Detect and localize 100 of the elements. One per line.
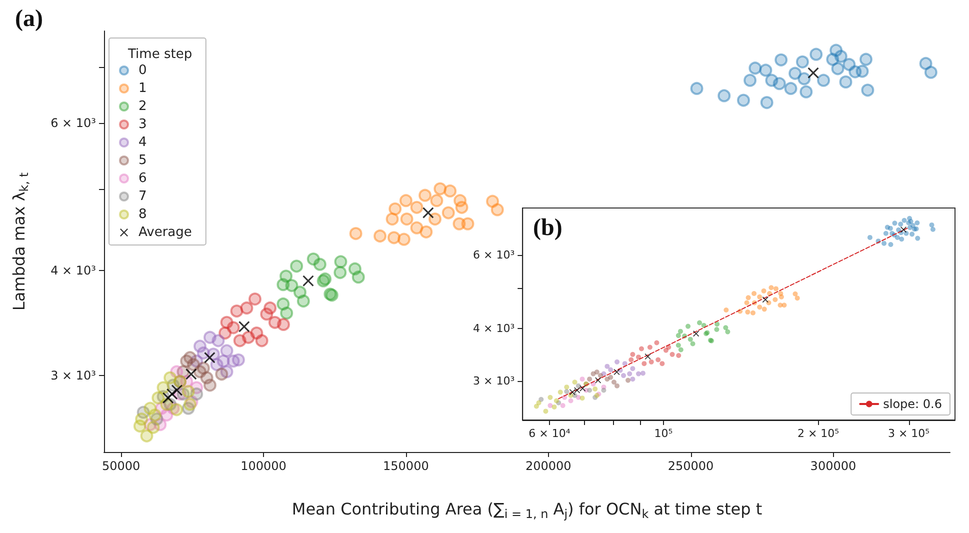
legend-label: slope: 0.6 — [883, 397, 942, 411]
point — [285, 279, 298, 292]
x-tick-label: 6 × 10⁴ — [528, 427, 571, 440]
point — [156, 381, 170, 394]
point — [386, 212, 399, 226]
point — [162, 392, 174, 404]
point — [856, 64, 869, 78]
point — [442, 206, 455, 220]
x-tick-label: 10⁵ — [654, 427, 673, 440]
y-tick-label: 3 × 10³ — [472, 374, 515, 388]
x-tick-label: 150000 — [383, 459, 429, 473]
point — [808, 67, 819, 78]
point — [788, 66, 802, 80]
point — [348, 262, 362, 276]
point — [410, 221, 424, 234]
point — [238, 321, 250, 332]
legend-label: Average — [138, 225, 192, 240]
legend-label: 1 — [138, 81, 147, 96]
point — [817, 74, 830, 87]
x-tick-label: 100000 — [240, 459, 286, 473]
y-tick-label: 3 × 10³ — [50, 368, 96, 382]
point — [220, 344, 234, 358]
point — [397, 232, 410, 246]
point — [410, 200, 424, 214]
point — [212, 334, 225, 348]
point — [690, 82, 704, 95]
chart-title: (a) — [15, 6, 43, 32]
point — [240, 302, 254, 314]
point — [203, 378, 216, 392]
point — [170, 403, 184, 416]
point — [232, 353, 245, 366]
point — [399, 194, 412, 208]
point — [302, 275, 314, 286]
point — [164, 371, 177, 384]
x-tick-label: 2 × 10⁵ — [797, 427, 840, 440]
chart-title: (b) — [533, 215, 562, 241]
point — [422, 207, 434, 218]
point — [418, 188, 432, 202]
point — [430, 194, 444, 208]
y-tick-label: 6 × 10³ — [472, 248, 515, 262]
point — [859, 52, 872, 66]
point — [182, 384, 195, 398]
legend-label: 0 — [138, 63, 147, 78]
point — [455, 200, 468, 214]
point — [919, 56, 932, 70]
point — [387, 231, 400, 244]
point — [184, 398, 197, 411]
legend-label: 4 — [138, 135, 147, 150]
x-tick-label: 250000 — [668, 459, 714, 473]
x-tick-label: 300000 — [810, 459, 856, 473]
point — [248, 292, 262, 306]
y-tick-label: 4 × 10³ — [50, 264, 96, 278]
point — [196, 362, 210, 375]
point — [204, 352, 216, 364]
x-tick-label: 200000 — [525, 459, 572, 473]
point — [772, 77, 786, 90]
point — [276, 318, 290, 331]
point — [924, 66, 938, 79]
point — [774, 53, 788, 66]
point — [718, 89, 731, 102]
point — [839, 75, 852, 88]
point — [293, 286, 306, 299]
legend-label: 8 — [138, 207, 147, 222]
point — [226, 321, 240, 334]
point — [461, 217, 474, 230]
point — [388, 202, 402, 216]
point — [313, 258, 326, 271]
point — [420, 225, 433, 238]
point — [135, 412, 148, 426]
point — [264, 302, 277, 314]
point — [861, 84, 874, 97]
point — [146, 420, 160, 434]
point — [744, 74, 757, 87]
point — [250, 326, 264, 340]
point — [798, 72, 811, 86]
point — [748, 62, 762, 75]
x-tick-label: 3 × 10⁵ — [888, 427, 930, 440]
point — [374, 230, 387, 242]
y-axis-title: Lambda max λk, t — [10, 172, 31, 311]
point — [784, 82, 798, 95]
legend-label: 6 — [138, 171, 147, 186]
x-tick-label: 50000 — [102, 459, 140, 473]
point — [831, 62, 844, 76]
point — [144, 402, 157, 415]
point — [290, 260, 304, 273]
legend-label: 2 — [138, 99, 147, 114]
legend-label: 7 — [138, 189, 147, 204]
legend-label: 5 — [138, 153, 147, 168]
point — [334, 255, 348, 268]
point — [400, 212, 414, 226]
point — [428, 212, 442, 226]
legend-label: 3 — [138, 117, 147, 132]
y-tick-label: 4 × 10³ — [472, 322, 515, 336]
point — [736, 94, 750, 107]
point — [796, 55, 809, 68]
point — [233, 334, 246, 348]
point — [759, 64, 772, 77]
point — [140, 429, 154, 442]
point — [490, 203, 504, 216]
point — [152, 391, 165, 404]
